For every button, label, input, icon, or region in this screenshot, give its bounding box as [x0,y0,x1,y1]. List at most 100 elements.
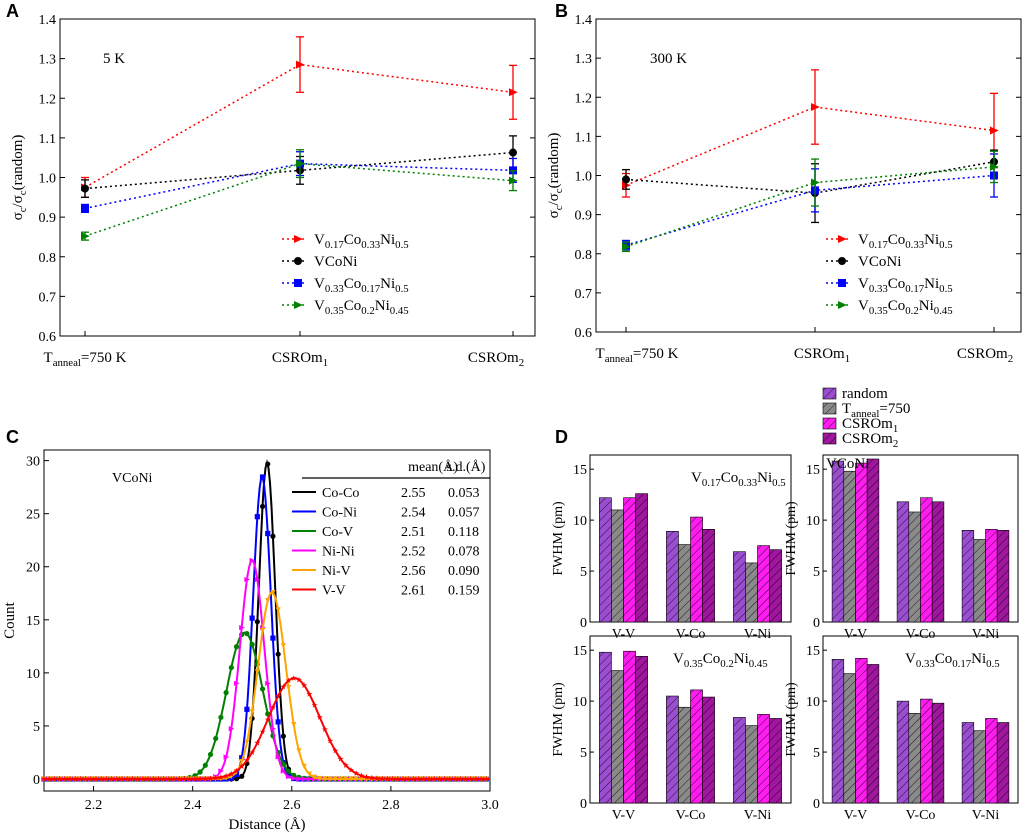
legend-marker [294,257,302,265]
legend-mean-ni-v: 2.56 [401,564,426,579]
curve-marker-ni-ni [244,576,251,583]
curve-marker-ni-v [291,722,297,728]
y-axis-label: FWHM (pm) [784,501,799,576]
bar-hatch [843,673,856,803]
curve-marker-ni-ni [228,726,235,732]
curve-marker-v-v [223,772,230,779]
y-tick-label: 0.7 [39,290,57,305]
data-point-vconi [622,175,630,184]
curve-marker-v-v [426,775,432,782]
curve-marker-v-v [363,773,370,780]
curve-marker-v-v [56,775,63,782]
curve-marker-v-v [327,737,334,744]
subplot-title: VCoNi [826,456,869,472]
x-tick-label-v-ni: V-Ni [972,808,1000,823]
curve-marker-v-v [139,775,146,782]
bar-hatch [997,722,1009,803]
curve-marker-co-co [239,773,245,779]
curve-marker-v-v [238,763,245,769]
bar-hatch [973,539,986,622]
bar-hatch [962,722,974,803]
panel-label-d: D [555,427,568,447]
y-tick-label: 5 [813,746,820,761]
curve-marker-ni-ni [265,680,271,686]
curve-marker-co-ni [254,514,260,520]
curve-marker-v-v [296,676,302,683]
curve-marker-co-v [259,686,266,692]
legend-label-ni-ni: Ni-Ni [322,545,355,560]
curve-marker-v-v [249,749,256,755]
curve-marker-co-co [259,503,266,510]
curve-marker-v-v [108,775,115,782]
curve-marker-v-v [389,775,396,782]
bar-hatch [897,701,909,803]
y-tick-label: 1.3 [575,52,593,67]
curve-marker-ni-v [265,598,271,604]
curve-marker-v-v [150,775,157,782]
legend-label-csrom2: CSROm2 [842,431,898,450]
curve-marker-v-v [176,775,183,782]
curve-marker-v-v [41,775,47,782]
curve-marker-v-v [233,767,240,774]
data-point-v0-17co0-33ni0-5 [990,126,999,135]
y-tick-label: 1.2 [575,91,593,106]
legend-swatch-hatch [823,433,836,444]
legend-swatch-hatch [823,418,836,429]
bar-hatch [769,549,782,622]
y-tick-label: 5 [580,746,587,761]
curve-marker-ni-ni [233,680,240,686]
legend-label-v0-35co0-2ni0-45: V0.35Co0.2Ni0.45 [314,298,409,317]
x-tick-label: 3.0 [481,798,499,813]
legend-mean-co-ni: 2.54 [401,506,426,521]
curve-marker-ni-v [285,685,292,691]
bar-hatch [623,651,636,803]
bar-hatch [599,652,612,803]
curve-marker-co-ni [249,615,255,621]
legend-sd-co-co: 0.053 [448,486,480,501]
curve-marker-v-v [353,770,360,776]
curve-marker-ni-v [348,776,354,782]
bar-hatch [690,517,703,622]
legend-label-tanneal-750: Tanneal=750 [842,401,910,420]
y-tick-label: 1.1 [39,132,57,147]
bar-hatch [769,718,782,803]
x-tick-label-tanneal-750-k: Tanneal=750 K [44,350,127,369]
bar-hatch [702,529,715,622]
data-point-v0-35co0-2ni0-45 [811,178,820,187]
curve-marker-co-ni [259,474,266,480]
curve-marker-v-v [134,775,141,782]
y-tick-label: 0.7 [575,287,593,302]
curve-marker-v-v [145,775,151,782]
x-tick-label-v-ni: V-Ni [744,808,772,823]
bar-hatch [745,725,758,803]
curve-marker-v-v [186,775,193,782]
bar-hatch [757,545,770,622]
y-tick-label: 0.6 [575,326,593,341]
curve-marker-v-v [212,774,219,781]
curve-marker-ni-v [259,628,266,634]
curve-marker-co-ni [275,719,281,725]
curve-marker-ni-v [337,776,344,782]
curve-marker-co-ni [270,635,276,641]
curve-marker-v-v [228,770,235,777]
plot-frame [43,449,491,792]
curve-marker-ni-ni [280,768,287,774]
curve-marker-ni-v [322,776,328,782]
y-tick-label: 10 [573,514,587,529]
y-tick-label: 1.4 [575,13,593,28]
x-tick-label-csrom2: CSROm2 [468,350,524,369]
curve-marker-v-v [306,691,313,697]
curve-marker-ni-ni [239,624,245,631]
curve-marker-ni-ni [218,768,225,774]
data-point-v0-17co0-33ni0-5 [509,88,518,97]
bar-hatch [985,718,998,803]
series-line-v0-17co0-33ni0-5 [84,63,514,189]
curve-marker-co-v [244,631,250,637]
curve-marker-ni-ni [275,754,282,760]
curve-marker-v-v [46,775,53,782]
curve-marker-co-co [280,733,286,739]
chart-panel-a: 0.6 0.7 0.8 0.9 1.0 1.1 1.2 1.3 1.4 Tanneal=750 K… [10,13,536,369]
bar-hatch [843,471,856,622]
curve-marker-ni-v [327,776,333,782]
curve-marker-v-v [446,775,453,782]
